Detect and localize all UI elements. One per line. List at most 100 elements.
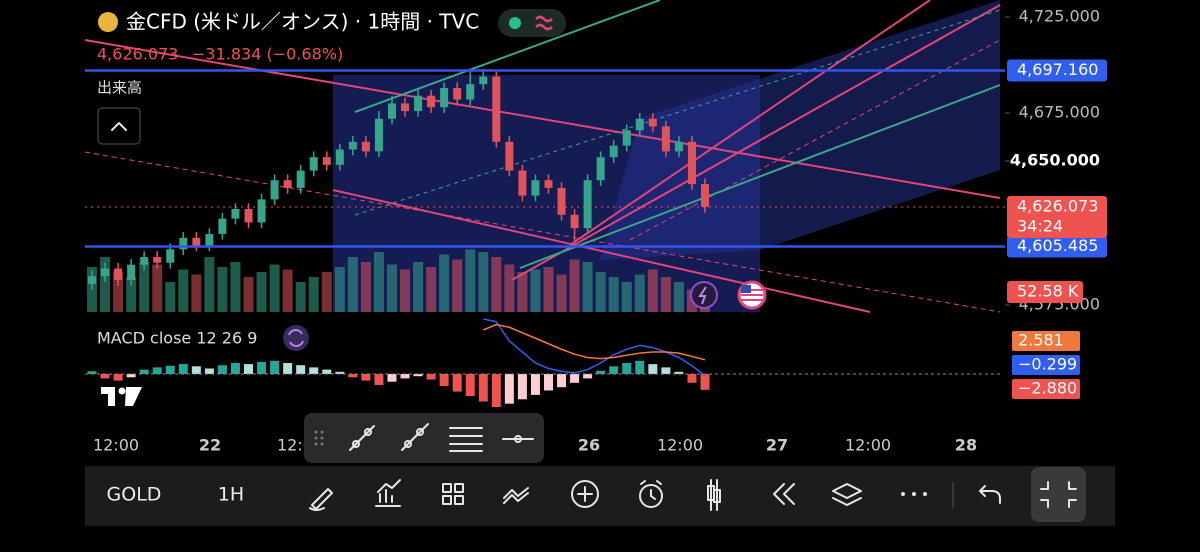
price-tag: [1007, 195, 1107, 238]
y-tick-label: 4,675.000: [1019, 103, 1100, 122]
price-tag: [1007, 59, 1107, 82]
trend-line: [84, 151, 1001, 313]
undo-button[interactable]: [979, 485, 1001, 504]
macd-histogram-bar: [478, 374, 488, 402]
candle-body: [518, 170, 527, 196]
candle-body: [479, 76, 488, 85]
macd-histogram-bar: [413, 374, 423, 377]
settings-button[interactable]: [283, 325, 309, 351]
y-tick-label: 4,650.000: [1010, 151, 1100, 170]
chart-type-button[interactable]: [707, 479, 721, 511]
plus-icon: [577, 486, 593, 502]
horizontal-line-tool[interactable]: [502, 435, 534, 443]
candle-body: [114, 268, 123, 281]
price-tag-label: 4,697.160: [1017, 60, 1098, 79]
ray-tool[interactable]: [401, 423, 429, 451]
alert-button[interactable]: [639, 484, 663, 508]
collapse-button[interactable]: [97, 107, 141, 145]
fullscreen-button[interactable]: [1031, 467, 1086, 522]
status-pill[interactable]: [498, 9, 566, 37]
signal-line: [482, 323, 706, 361]
candle-body: [153, 257, 162, 263]
x-tick-label: 22: [199, 436, 221, 455]
logo-part: [118, 387, 126, 395]
drawings: [84, 0, 1001, 313]
tool-icon: [352, 440, 360, 448]
macd-histogram-bar: [530, 374, 540, 395]
candle-body: [661, 126, 670, 152]
trend-line: [354, 9, 1001, 216]
macd-histogram-bar: [674, 371, 684, 374]
candle-body: [335, 149, 344, 165]
macd-histogram-bar: [217, 365, 227, 374]
volume-bar: [530, 269, 541, 312]
volume-bar: [217, 267, 228, 312]
add-button[interactable]: [571, 480, 599, 508]
fib-tool[interactable]: [449, 427, 483, 452]
floating-toolbar: [304, 413, 544, 463]
countdown: 34:24: [1017, 216, 1063, 235]
volume-label: 出来高: [97, 79, 142, 97]
tool-icon: [364, 428, 372, 436]
candle-body: [179, 237, 188, 250]
layout-button[interactable]: [442, 483, 464, 505]
volume-bar: [582, 262, 593, 312]
volume-bar: [360, 262, 371, 312]
volume-bar: [256, 272, 267, 312]
trend-line-tool[interactable]: [349, 425, 375, 451]
macd-label: MACD close 12 26 9: [97, 329, 257, 348]
refresh-icon: [288, 329, 304, 347]
symbol-button[interactable]: GOLD: [107, 484, 162, 506]
volume-bar: [647, 269, 658, 312]
more-button[interactable]: [912, 492, 916, 496]
candle-body: [687, 141, 696, 185]
volume-bar: [373, 252, 384, 312]
macd-histogram-bar: [126, 374, 136, 378]
trend-line: [519, 84, 1001, 269]
x-tick-label: 12:00: [93, 436, 139, 455]
toolbar-bg: [85, 466, 1115, 526]
y-tick-label: 4,725.000: [1019, 7, 1100, 26]
volume-bar: [426, 267, 437, 312]
candle-body: [622, 130, 631, 146]
more-button[interactable]: [901, 492, 905, 496]
volume-bar: [543, 267, 554, 312]
volume-bar: [100, 257, 111, 312]
replay-button[interactable]: [773, 483, 795, 505]
tv-logo: [101, 387, 142, 406]
macd-histogram-bar: [139, 369, 149, 374]
price-axis: 4,725.0004,675.0004,650.0004,575.0004,69…: [1005, 7, 1107, 399]
volume-bar: [413, 262, 424, 312]
candle-body: [387, 103, 396, 119]
volume-bar: [204, 257, 215, 312]
candle-body: [570, 214, 579, 229]
volume-bar: [608, 277, 619, 312]
interval-button[interactable]: 1H: [218, 484, 244, 506]
indicators-button[interactable]: [375, 479, 401, 507]
compare-button[interactable]: [503, 487, 529, 504]
candle-body: [557, 187, 566, 215]
x-tick-label: 27: [766, 436, 788, 455]
macd-histogram-bar: [178, 364, 188, 374]
macd-histogram-bar: [230, 363, 240, 374]
macd-histogram-bar: [204, 368, 214, 374]
tool-icon: [514, 435, 522, 443]
macd-histogram-bar: [517, 374, 527, 400]
candle-body: [609, 145, 618, 158]
x-tick-label: 12:00: [845, 436, 891, 455]
macd-histogram-bar: [439, 374, 449, 387]
volume-bar: [465, 249, 476, 312]
logo-part: [101, 387, 115, 406]
volume-bar: [634, 274, 645, 312]
volume-bar: [347, 257, 358, 312]
layers-button[interactable]: [832, 483, 862, 506]
macd-histogram-bar: [700, 374, 710, 390]
macd-tag: [1012, 355, 1080, 375]
price-tag: [1007, 235, 1107, 258]
volume-bar: [165, 282, 176, 312]
more-button[interactable]: [923, 492, 927, 496]
candle-body: [231, 209, 240, 219]
drag-handle[interactable]: [314, 430, 324, 446]
candle-body: [401, 103, 410, 112]
draw-button[interactable]: [309, 488, 333, 511]
